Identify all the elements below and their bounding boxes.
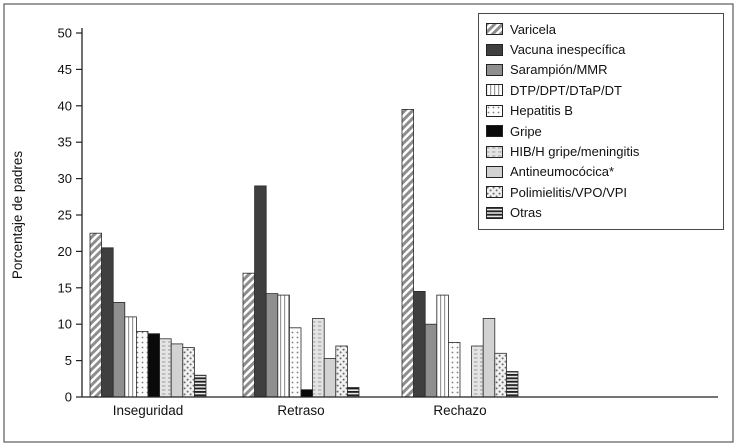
bar: [505, 371, 519, 398]
bar: [182, 347, 195, 398]
legend-label: Polimielitis/VPO/VPI: [510, 184, 628, 200]
legend-label: Antineumocócica*: [510, 164, 615, 180]
bar: [288, 327, 302, 398]
legend-swatch-icon: [486, 125, 503, 138]
legend-item: Polimielitis/VPO/VPI: [486, 182, 717, 202]
legend-label: Otras: [510, 205, 542, 221]
y-tick-label: 10: [58, 317, 72, 332]
bar: [112, 301, 126, 398]
bar: [436, 294, 449, 398]
bar: [277, 294, 290, 398]
bars-layer: [89, 109, 519, 398]
bar: [124, 316, 137, 398]
legend-swatch-icon: [486, 186, 503, 199]
y-tick-label: 40: [58, 98, 72, 113]
y-tick-label: 35: [58, 135, 72, 150]
legend-item: Antineumocócica*: [486, 162, 717, 182]
legend-swatch-icon: [486, 206, 503, 219]
bar: [401, 109, 415, 398]
legend-swatch-icon: [486, 165, 503, 178]
legend-item: Sarampión/MMR: [486, 60, 717, 80]
bar: [147, 333, 161, 398]
legend-swatch-fill: [486, 43, 503, 56]
bar: [159, 338, 172, 398]
bar: [312, 317, 325, 398]
bar: [494, 352, 507, 398]
bar: [482, 317, 496, 398]
bar: [447, 341, 461, 398]
legend-swatch-fill: [486, 23, 503, 36]
y-axis-title: Porcentaje de padres: [10, 151, 25, 280]
legend-swatch-fill: [486, 125, 503, 138]
legend-label: Hepatitis B: [510, 103, 573, 119]
bar: [323, 357, 337, 398]
legend-swatch-icon: [486, 104, 503, 117]
legend-label: Vacuna inespecífica: [510, 42, 626, 58]
bar: [346, 387, 360, 398]
legend-swatch-fill: [486, 145, 503, 158]
y-tick-label: 25: [58, 208, 72, 223]
legend-label: Sarampión/MMR: [510, 62, 608, 78]
legend-item: Vacuna inespecífica: [486, 39, 717, 59]
y-tick-label: 50: [58, 26, 72, 41]
bar: [413, 290, 426, 398]
bar: [335, 345, 348, 398]
legend-swatch-fill: [486, 206, 503, 219]
bar: [89, 232, 103, 398]
legend-swatch-icon: [486, 145, 503, 158]
bar: [242, 272, 256, 398]
legend-item: Varicela: [486, 19, 717, 39]
legend-item: HIB/H gripe/meningitis: [486, 141, 717, 161]
figure-border: [3, 3, 734, 443]
x-category-label: Inseguridad: [113, 403, 184, 418]
bar: [135, 331, 149, 398]
bar: [424, 323, 438, 398]
legend-swatch-icon: [486, 43, 503, 56]
bar: [300, 389, 314, 398]
y-tick-label: 5: [65, 353, 72, 368]
bar: [471, 345, 484, 398]
legend-swatch-icon: [486, 23, 503, 36]
y-tick-label: 30: [58, 171, 72, 186]
legend-item: Gripe: [486, 121, 717, 141]
x-category-label: Rechazo: [433, 403, 486, 418]
y-ticks-layer: 0 5 10 15 20 25 30 35 40 45 50: [58, 26, 82, 405]
legend-label: HIB/H gripe/meningitis: [510, 144, 640, 160]
legend-item: DTP/DPT/DTaP/DT: [486, 80, 717, 100]
bar: [254, 185, 267, 398]
x-category-labels: Inseguridad Retraso Rechazo: [113, 403, 487, 418]
y-tick-label: 0: [65, 390, 72, 405]
legend-item: Hepatitis B: [486, 101, 717, 121]
x-category-label: Retraso: [277, 403, 324, 418]
bar: [193, 374, 207, 398]
legend-swatch-fill: [486, 104, 503, 117]
legend-swatch-fill: [486, 186, 503, 199]
legend-swatch-icon: [486, 84, 503, 97]
legend-swatch-icon: [486, 63, 503, 76]
bar: [170, 343, 184, 398]
legend-swatch-fill: [486, 63, 503, 76]
y-tick-label: 15: [58, 280, 72, 295]
legend-label: Varicela: [510, 21, 557, 37]
legend-swatch-fill: [486, 84, 503, 97]
bar: [101, 247, 114, 398]
y-tick-label: 45: [58, 62, 72, 77]
legend: Varicela Vacuna inespecífica Sarampión/MMR…: [478, 13, 724, 230]
legend-swatch-fill: [486, 165, 503, 178]
y-tick-label: 20: [58, 244, 72, 259]
legend-label: DTP/DPT/DTaP/DT: [510, 82, 622, 98]
legend-item: Otras: [486, 203, 717, 223]
bar: [265, 293, 279, 398]
legend-label: Gripe: [510, 123, 542, 139]
